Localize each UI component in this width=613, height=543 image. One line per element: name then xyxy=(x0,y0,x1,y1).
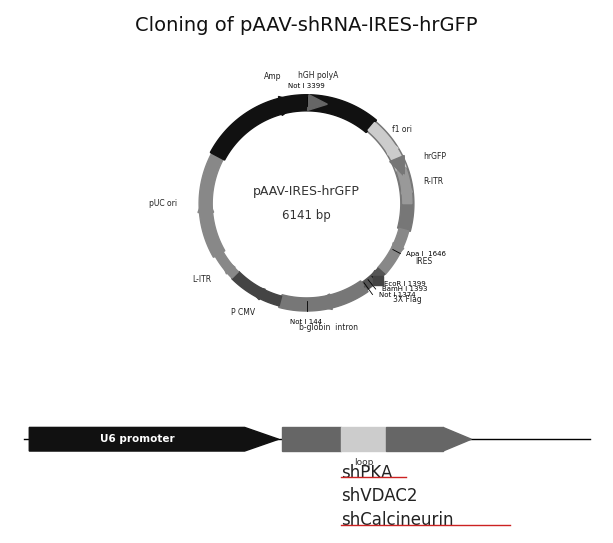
Text: Not I 1374: Not I 1374 xyxy=(379,292,415,298)
Polygon shape xyxy=(443,427,471,451)
Polygon shape xyxy=(270,96,360,122)
Polygon shape xyxy=(354,111,414,231)
Polygon shape xyxy=(390,155,405,176)
Polygon shape xyxy=(312,294,332,310)
Text: R-ITR: R-ITR xyxy=(424,176,444,186)
Text: b-globin  intron: b-globin intron xyxy=(299,323,358,332)
Text: IRES: IRES xyxy=(415,257,432,266)
Polygon shape xyxy=(29,427,279,451)
Polygon shape xyxy=(215,252,238,278)
Polygon shape xyxy=(402,174,413,194)
Text: hrGFP: hrGFP xyxy=(424,152,446,161)
Polygon shape xyxy=(279,281,368,311)
Text: Not I 144: Not I 144 xyxy=(291,319,322,325)
Polygon shape xyxy=(389,243,404,262)
Text: U6 promoter: U6 promoter xyxy=(100,434,174,444)
Polygon shape xyxy=(210,94,376,160)
Polygon shape xyxy=(378,229,409,274)
Text: hGH polyA: hGH polyA xyxy=(297,71,338,79)
Text: f1 ori: f1 ori xyxy=(392,125,412,134)
Polygon shape xyxy=(382,136,398,155)
Polygon shape xyxy=(308,94,327,110)
Polygon shape xyxy=(278,97,299,116)
Polygon shape xyxy=(397,168,412,204)
Text: Not I 3399: Not I 3399 xyxy=(288,83,325,89)
Text: pAAV-IRES-hrGFP: pAAV-IRES-hrGFP xyxy=(253,185,360,198)
Text: 3X Flag: 3X Flag xyxy=(393,295,422,304)
Text: Amp: Amp xyxy=(264,72,282,81)
Polygon shape xyxy=(198,193,214,212)
Polygon shape xyxy=(246,285,265,300)
Text: shPKA: shPKA xyxy=(341,464,392,482)
Bar xyxy=(386,427,443,451)
Text: EcoR I 1399: EcoR I 1399 xyxy=(384,281,426,287)
Text: shCalcineurin: shCalcineurin xyxy=(341,511,454,529)
Polygon shape xyxy=(362,268,385,290)
Text: L-ITR: L-ITR xyxy=(192,275,211,284)
Polygon shape xyxy=(219,255,235,274)
Text: shVDAC2: shVDAC2 xyxy=(341,488,417,506)
Text: Cloning of pAAV-shRNA-IRES-hrGFP: Cloning of pAAV-shRNA-IRES-hrGFP xyxy=(135,16,478,35)
Polygon shape xyxy=(364,270,383,287)
Bar xyxy=(373,276,383,285)
Text: 6141 bp: 6141 bp xyxy=(282,209,331,222)
Bar xyxy=(341,427,386,451)
Bar xyxy=(282,427,341,451)
Polygon shape xyxy=(368,123,406,171)
Polygon shape xyxy=(232,272,282,306)
Text: BamH I 1393: BamH I 1393 xyxy=(382,286,427,292)
Polygon shape xyxy=(199,153,225,257)
Text: loop: loop xyxy=(354,458,373,467)
Text: Apa I  1646: Apa I 1646 xyxy=(406,250,446,256)
Text: pUC ori: pUC ori xyxy=(150,199,177,208)
Text: P CMV: P CMV xyxy=(232,308,256,317)
